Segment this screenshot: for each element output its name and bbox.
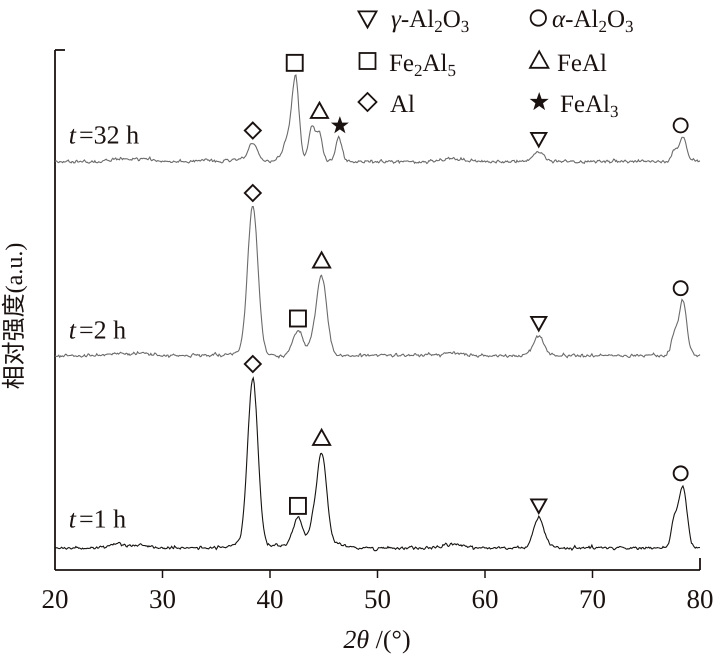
svg-text:α-Al2O3: α-Al2O3 — [552, 6, 634, 36]
svg-text:40: 40 — [257, 584, 284, 614]
svg-text:70: 70 — [579, 584, 606, 614]
svg-text:FeAl3: FeAl3 — [560, 91, 619, 121]
svg-text:=2 h: =2 h — [79, 316, 126, 345]
svg-text:Al: Al — [390, 91, 415, 118]
svg-text:60: 60 — [472, 584, 499, 614]
svg-text:80: 80 — [687, 584, 714, 614]
svg-text:t: t — [69, 121, 77, 150]
svg-text:=32 h: =32 h — [79, 121, 139, 150]
svg-text:相对强度(a.u.): 相对强度(a.u.) — [1, 243, 28, 390]
svg-text:50: 50 — [364, 584, 391, 614]
svg-text:Fe2Al5: Fe2Al5 — [389, 50, 456, 80]
svg-text:t: t — [69, 316, 77, 345]
svg-text:=1 h: =1 h — [79, 505, 126, 534]
svg-text:2θ /(°): 2θ /(°) — [343, 625, 410, 654]
svg-text:γ-Al2O3: γ-Al2O3 — [391, 6, 469, 36]
svg-text:20: 20 — [42, 584, 69, 614]
svg-text:FeAl: FeAl — [557, 50, 607, 77]
svg-text:t: t — [69, 505, 77, 534]
svg-text:30: 30 — [149, 584, 176, 614]
